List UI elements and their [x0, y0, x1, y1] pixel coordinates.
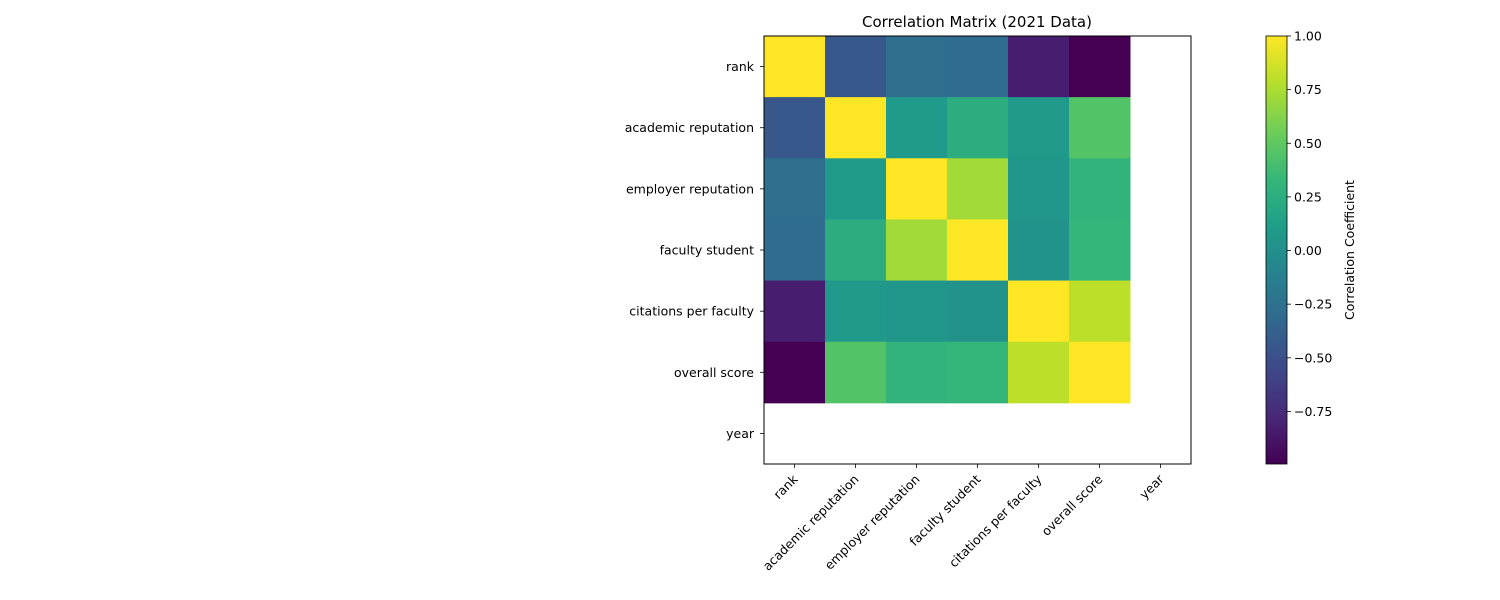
heatmap-cell-r1-c5: [1069, 97, 1131, 159]
chart-title: Correlation Matrix (2021 Data): [862, 13, 1092, 31]
colorbar-ticks: 1.00 0.75 0.50 0.25 0.00 −0.25 −0.50 −0.75: [1287, 29, 1332, 419]
colorbar-tick-label: 0.50: [1294, 136, 1322, 151]
heatmap-cell-r2-c0: [764, 158, 826, 220]
heatmap-cell-r1-c2: [886, 97, 948, 159]
heatmap-cell-r5-c2: [886, 341, 948, 404]
y-axis: rank academic reputation employer reputati…: [625, 59, 764, 441]
colorbar: 1.00 0.75 0.50 0.25 0.00 −0.25 −0.50 −0.75 Corr…: [1265, 29, 1357, 465]
heatmap-cell-r0-c4: [1008, 36, 1070, 98]
colorbar-tick-label: 0.25: [1294, 189, 1322, 204]
x-tick-label: overall score: [1038, 471, 1105, 538]
heatmap-cell-r2-c1: [825, 158, 887, 220]
heatmap-cell-r3-c3: [947, 219, 1009, 282]
x-tick-label: rank: [770, 471, 801, 502]
heatmap-cell-r0-c1: [825, 36, 887, 98]
y-tick-label: citations per faculty: [629, 304, 754, 319]
colorbar-label: Correlation Coefficient: [1342, 180, 1357, 320]
heatmap-cell-r2-c4: [1008, 158, 1070, 220]
heatmap-cell-r5-c1: [825, 341, 887, 404]
heatmap-cell-r3-c4: [1008, 219, 1070, 282]
heatmap-cell-r5-c5: [1069, 341, 1131, 404]
heatmap-cell-r5-c4: [1008, 341, 1070, 404]
heatmap-cell-r0-c5: [1069, 36, 1131, 98]
heatmap-cell-r4-c0: [764, 280, 826, 343]
heatmap-cell-r4-c3: [947, 280, 1009, 343]
heatmap-cell-r4-c1: [825, 280, 887, 343]
heatmap-cell-r1-c1: [825, 97, 887, 159]
y-tick-label: faculty student: [660, 243, 754, 258]
colorbar-tick-label: 1.00: [1294, 29, 1322, 44]
heatmap-cell-r4-c4: [1008, 280, 1070, 343]
y-tick-label: rank: [726, 59, 755, 74]
colorbar-tick-label: −0.75: [1294, 404, 1332, 419]
y-tick-label: year: [726, 426, 755, 441]
heatmap-cell-r3-c5: [1069, 219, 1131, 282]
heatmap-cell-r4-c2: [886, 280, 948, 343]
heatmap-cell-r0-c3: [947, 36, 1009, 98]
heatmap-cell-r1-c0: [764, 97, 826, 159]
heatmap-cell-r2-c5: [1069, 158, 1131, 220]
colorbar-tick-label: 0.75: [1294, 82, 1322, 97]
y-tick-label: academic reputation: [625, 120, 754, 135]
heatmap-cell-r0-c0: [764, 36, 826, 98]
heatmap-cell-r5-c3: [947, 341, 1009, 404]
heatmap-cell-r0-c2: [886, 36, 948, 98]
heatmap-cell-r1-c4: [1008, 97, 1070, 159]
heatmap-cell-r1-c3: [947, 97, 1009, 159]
x-tick-label: year: [1136, 471, 1167, 502]
colorbar-tick-label: −0.25: [1294, 297, 1332, 312]
heatmap-cell-r3-c2: [886, 219, 948, 282]
heatmap-cell-r2-c2: [886, 158, 948, 220]
heatmap-cell-r3-c0: [764, 219, 826, 282]
colorbar-gradient: [1265, 35, 1288, 465]
heatmap-cell-r5-c0: [764, 341, 826, 404]
heatmap-cell-r2-c3: [947, 158, 1009, 220]
heatmap-cells: [764, 36, 1131, 404]
colorbar-tick-label: −0.50: [1294, 350, 1332, 365]
y-tick-label: employer reputation: [626, 181, 754, 196]
heatmap-cell-r3-c1: [825, 219, 887, 282]
heatmap-cell-r4-c5: [1069, 280, 1131, 343]
y-tick-label: overall score: [674, 365, 754, 380]
colorbar-tick-label: 0.00: [1294, 243, 1322, 258]
